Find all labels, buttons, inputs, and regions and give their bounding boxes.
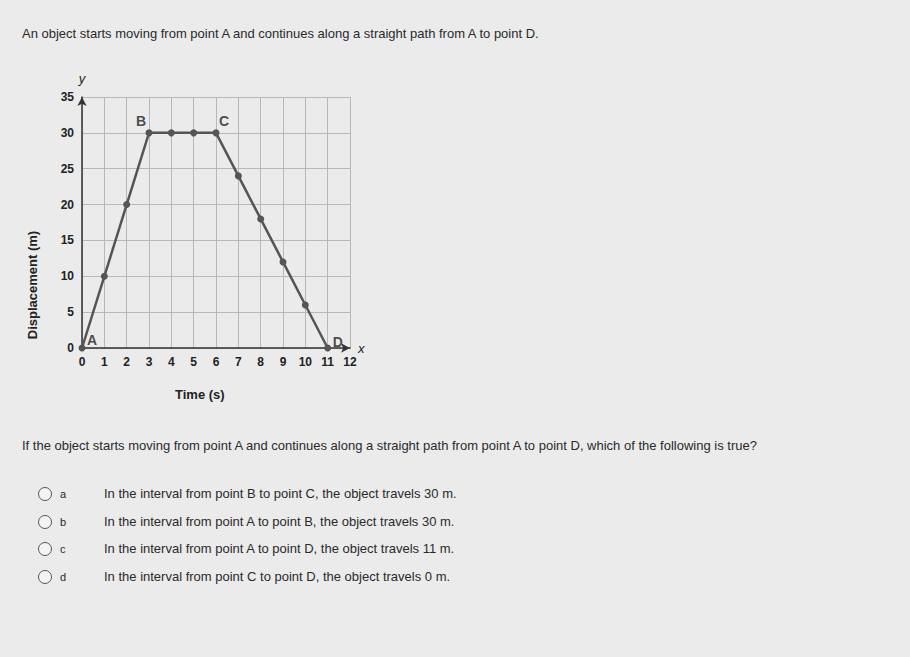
svg-text:6: 6 — [213, 355, 220, 369]
svg-text:15: 15 — [61, 233, 75, 247]
svg-text:5: 5 — [67, 305, 74, 319]
svg-text:30: 30 — [61, 126, 75, 140]
html-text:In the interval from point B t: In the interval from point B to point C,… — [104, 486, 457, 501]
svg-text:B: B — [136, 113, 146, 129]
svg-text:9: 9 — [280, 355, 287, 369]
html-text:b: b — [60, 516, 67, 528]
svg-text:D: D — [333, 334, 343, 350]
svg-text:C: C — [219, 113, 229, 129]
svg-text:11: 11 — [321, 355, 334, 369]
html-text:In the interval from point A t: In the interval from point A to point D,… — [104, 541, 455, 556]
html-text:c: c — [60, 543, 66, 555]
html-text:An object starts moving from p: An object starts moving from point A and… — [22, 26, 539, 41]
svg-text:Displacement (m): Displacement (m) — [25, 231, 40, 339]
svg-text:25: 25 — [61, 162, 75, 176]
svg-text:1: 1 — [101, 355, 108, 369]
svg-text:2: 2 — [123, 355, 130, 369]
html-text:a: a — [60, 488, 67, 500]
html-text:In the interval from point A t: In the interval from point A to point B,… — [104, 514, 455, 529]
svg-text:7: 7 — [235, 355, 242, 369]
svg-text:10: 10 — [61, 269, 75, 283]
svg-text:0: 0 — [67, 341, 74, 355]
svg-text:12: 12 — [343, 355, 357, 369]
html-text:In the interval from point C t: In the interval from point C to point D,… — [104, 569, 451, 584]
svg-text:3: 3 — [146, 355, 153, 369]
svg-text:Time (s): Time (s) — [175, 387, 225, 402]
svg-text:20: 20 — [61, 198, 75, 212]
svg-text:A: A — [87, 332, 97, 348]
svg-text:35: 35 — [61, 90, 75, 104]
svg-text:x: x — [357, 341, 365, 356]
svg-text:8: 8 — [257, 355, 264, 369]
svg-text:5: 5 — [190, 355, 197, 369]
html-text:d: d — [60, 571, 67, 583]
svg-text:y: y — [78, 71, 87, 86]
html-text:If the object starts moving fr: If the object starts moving from point A… — [22, 438, 757, 453]
svg-text:0: 0 — [79, 355, 86, 369]
svg-text:10: 10 — [299, 355, 313, 369]
svg-text:4: 4 — [168, 355, 175, 369]
